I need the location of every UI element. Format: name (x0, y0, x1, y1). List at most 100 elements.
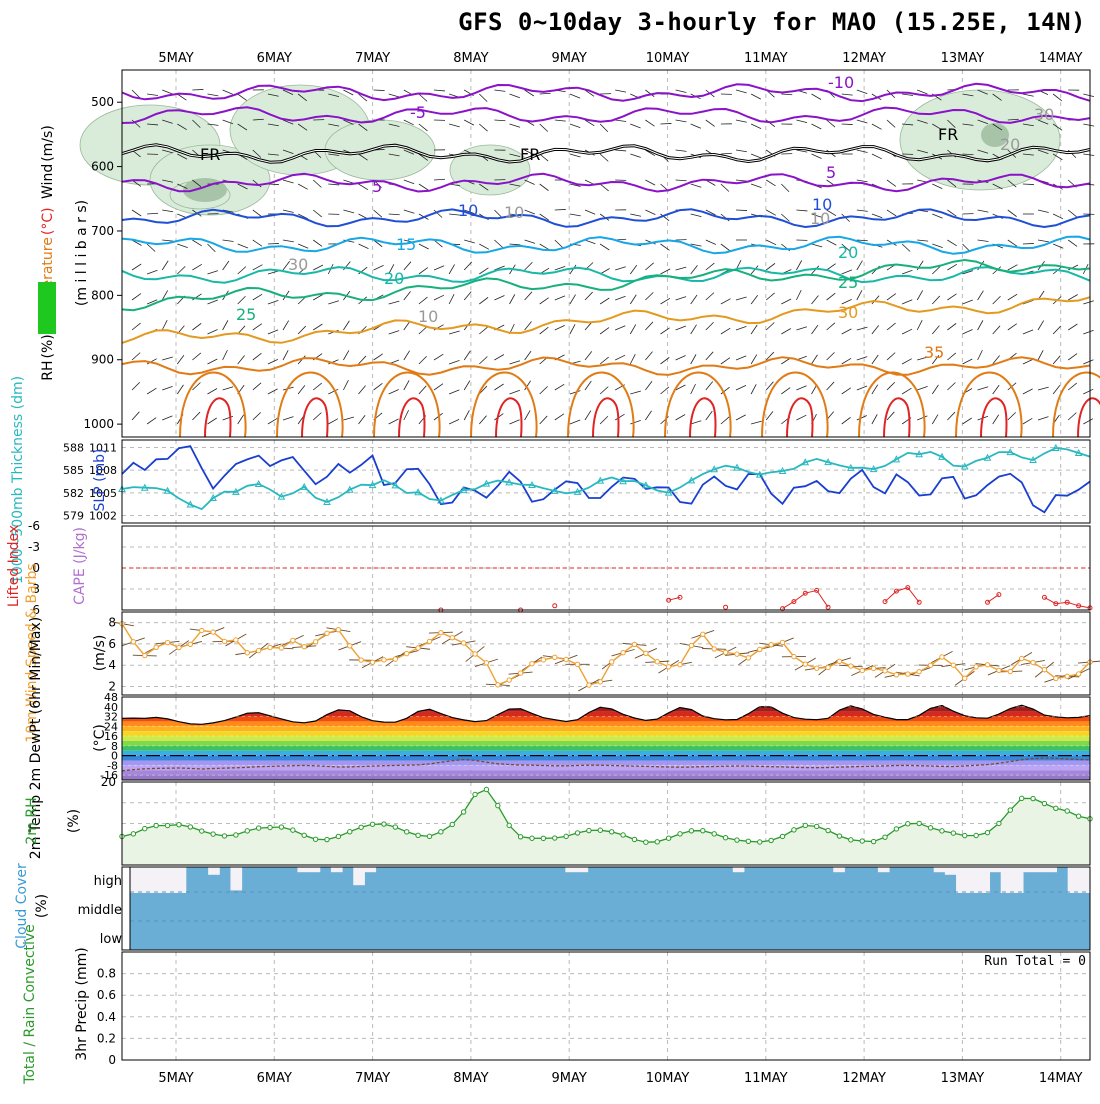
date-label-top: 10MAY (646, 51, 690, 66)
temp-band (122, 712, 1090, 717)
contour-label: 35 (924, 343, 944, 362)
y-tick-label: 700 (91, 224, 114, 238)
wind-barb (1023, 330, 1033, 334)
wind-barb (540, 386, 548, 394)
wind-barb (796, 120, 807, 123)
wind-barb (162, 357, 173, 360)
wind-barb (253, 240, 262, 246)
wind-barb (223, 90, 233, 94)
wind-barb (887, 412, 894, 420)
data-point (370, 660, 374, 664)
wind-barb (525, 210, 535, 214)
data-point (530, 662, 534, 666)
date-label-top: 11MAY (744, 51, 788, 66)
wind-barb (192, 89, 203, 90)
wind-barb (932, 385, 938, 394)
wind-barb (208, 418, 217, 424)
wind-barb (827, 323, 835, 330)
data-point (325, 837, 329, 841)
isotherm-loop (180, 372, 246, 437)
wind-barb (1023, 359, 1033, 364)
wind-barb (872, 414, 877, 424)
wind-barb (585, 381, 591, 390)
wind-barb (781, 299, 791, 304)
cloud-unit-label: (%) (34, 894, 50, 918)
wind-barb (434, 384, 443, 390)
wind-barb (298, 326, 306, 334)
date-label-top: 8MAY (453, 51, 488, 66)
isotherm-10 (122, 209, 1090, 227)
wind-barb (540, 327, 549, 334)
wind-barb (706, 263, 715, 270)
data-point (871, 666, 875, 670)
wind-barb (404, 380, 409, 390)
wind-barb (162, 261, 168, 270)
data-point (837, 659, 841, 663)
temp-band (122, 770, 1090, 775)
wind-barb (1068, 413, 1076, 420)
data-point (461, 810, 465, 814)
wind-barb (313, 413, 321, 420)
data-point (940, 829, 944, 833)
wind-barb (661, 244, 670, 250)
data-point (666, 665, 670, 669)
wind-barb (796, 327, 807, 330)
data-point (666, 836, 670, 840)
wind-barb (932, 326, 939, 334)
wind-barb (359, 356, 367, 364)
wind-barb (1038, 210, 1049, 212)
wind-barb (479, 244, 489, 249)
wind-barb (842, 124, 853, 125)
date-label-bottom: 7MAY (355, 1071, 390, 1086)
wind-barb (887, 180, 896, 186)
date-label-top: 9MAY (552, 51, 587, 66)
wind-barb (932, 184, 942, 189)
wind-barb (691, 295, 697, 304)
wind-barb (706, 352, 713, 360)
data-point (1054, 676, 1058, 680)
wind-barb (389, 214, 400, 215)
temp-band (122, 751, 1090, 756)
y-tick-label: 1000 (83, 417, 114, 431)
wind-barb (645, 381, 652, 390)
wind-barb (208, 389, 218, 395)
wind-barb (389, 331, 399, 334)
wind-barb (1008, 265, 1018, 270)
data-point (177, 645, 181, 649)
wind-barb (555, 209, 566, 210)
wind-barb (978, 320, 983, 330)
wind-barb (162, 240, 173, 241)
tick-label: 0.6 (97, 988, 116, 1002)
wind-barb (1008, 324, 1017, 330)
date-label-bottom: 14MAY (1039, 1071, 1083, 1086)
data-point (735, 652, 739, 656)
data-point (792, 828, 796, 832)
data-point (849, 838, 853, 842)
wind-barb (857, 327, 868, 330)
rh-panel: 20 (101, 775, 1092, 865)
cloud-bar (934, 867, 946, 872)
wind-barb (555, 240, 563, 248)
data-point (302, 644, 306, 648)
temp-band (122, 756, 1090, 761)
wind-barb (751, 355, 757, 364)
wind-barb (796, 386, 806, 390)
data-point (154, 823, 158, 827)
wind-barb (404, 262, 411, 270)
cloud-bar (1068, 867, 1080, 893)
wind-barb (147, 388, 156, 394)
wind-barb (630, 214, 641, 216)
data-point (291, 828, 295, 832)
wind-barb (1083, 389, 1093, 394)
data-point (450, 822, 454, 826)
data-point (564, 657, 568, 661)
wind-barb (947, 240, 956, 246)
wind-barb (449, 419, 459, 424)
data-point (985, 663, 989, 667)
contour-label: -10 (828, 73, 854, 92)
data-point (655, 660, 659, 664)
left-tick-label: 582 (63, 487, 84, 500)
data-point (1042, 668, 1046, 672)
